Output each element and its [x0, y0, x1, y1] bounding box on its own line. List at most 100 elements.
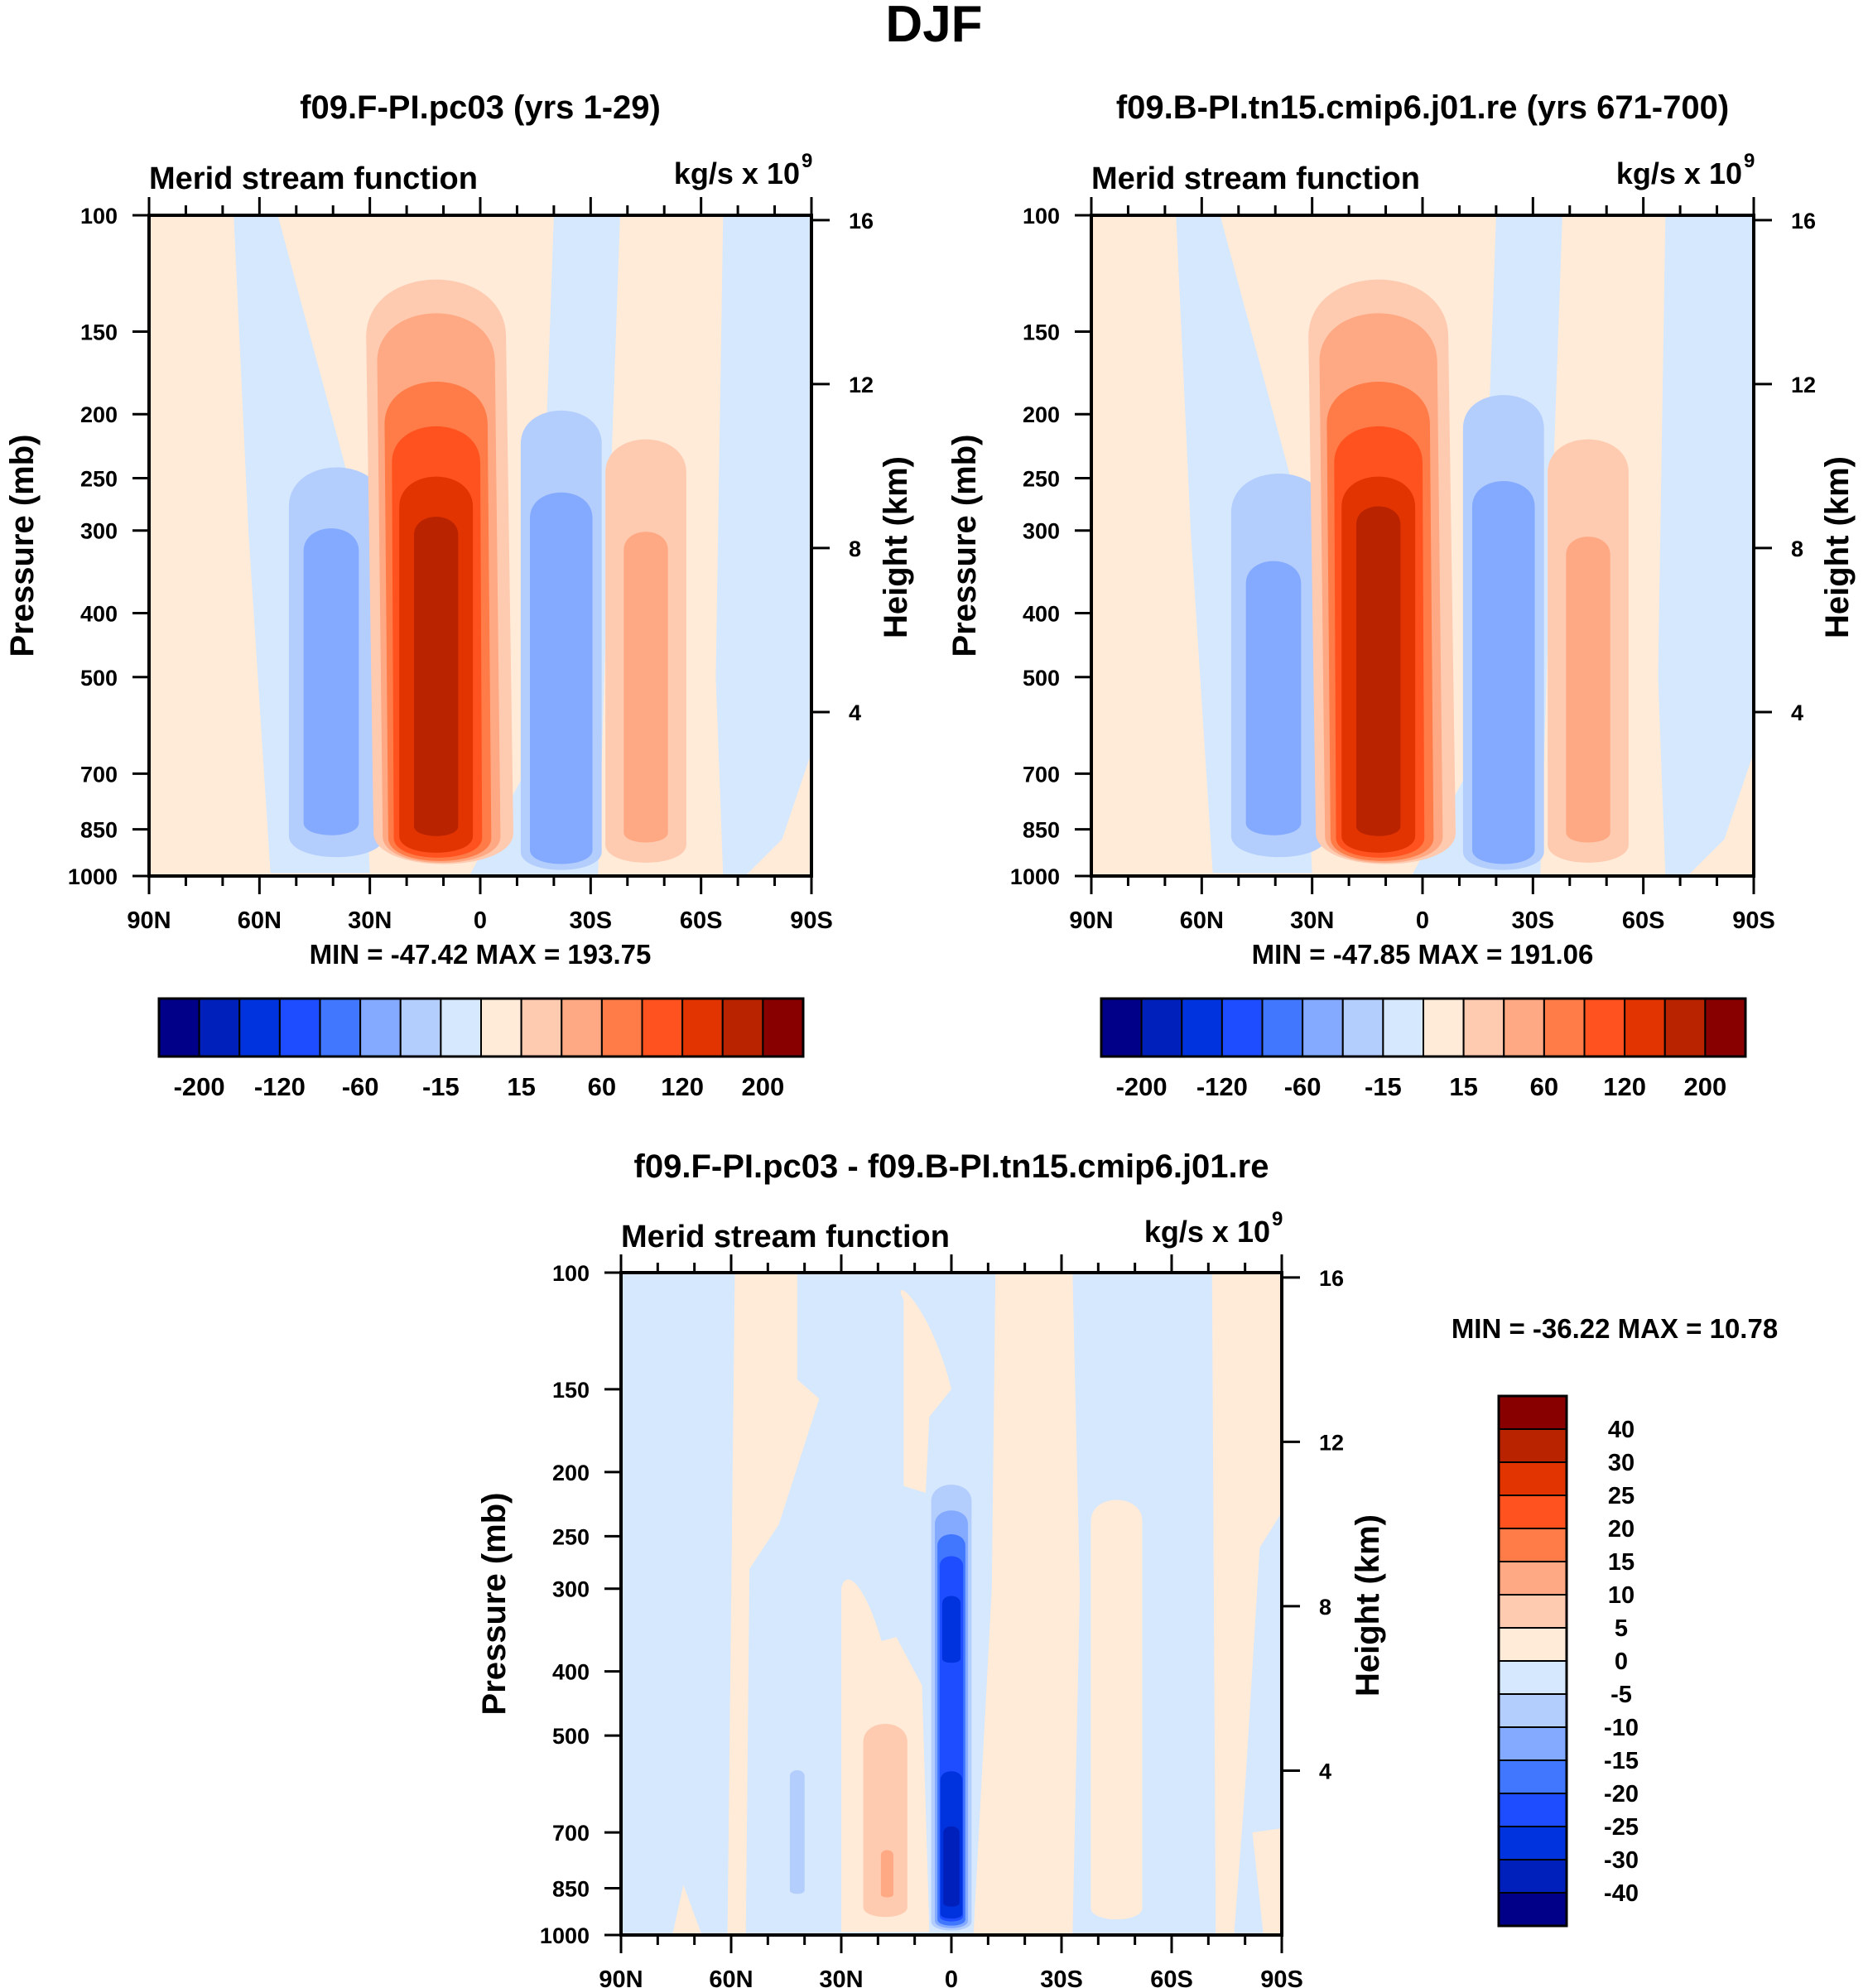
- colorbar-label: -25: [1604, 1814, 1639, 1841]
- colorbar-box: [681, 998, 724, 1057]
- colorbar-box: [762, 998, 804, 1057]
- minmax-text: MIN = -47.85 MAX = 191.06: [1252, 939, 1594, 970]
- level-10-to-15: [880, 1850, 893, 1898]
- colorbar-box: [1498, 1528, 1567, 1562]
- colorbar-label: -60: [342, 1072, 379, 1101]
- x-tick-label: 60S: [1622, 907, 1665, 934]
- y-axis-label: Pressure (mb): [4, 435, 41, 657]
- y-tick-label: 400: [552, 1660, 590, 1685]
- colorbar-label: -30: [1604, 1847, 1639, 1874]
- colorbar-label: -15: [422, 1072, 460, 1101]
- colorbar: -200 -120 -60 -15 15 60 120 200: [157, 997, 805, 1101]
- level-0-to-5-nh: [727, 1273, 820, 1935]
- x-tick-label: 90S: [1732, 907, 1775, 934]
- colorbar-box: [1498, 1759, 1567, 1794]
- y-tick-label: 250: [80, 467, 118, 492]
- colorbar-box: [600, 998, 643, 1057]
- colorbar-label: 5: [1615, 1615, 1628, 1642]
- colorbar-box: [1663, 998, 1707, 1057]
- colorbar-box: [1423, 998, 1465, 1057]
- colorbar-box: [1624, 998, 1666, 1057]
- colorbar-box: [480, 998, 522, 1057]
- x-tick-label: 30S: [570, 907, 613, 934]
- colorbar-box: [1181, 998, 1223, 1057]
- y-tick-label: 300: [552, 1577, 590, 1602]
- x-tick-label: 30S: [1512, 907, 1555, 934]
- colorbar-box: [1341, 998, 1384, 1057]
- contour-field: [1091, 215, 1754, 876]
- colorbar-label: 25: [1608, 1483, 1634, 1509]
- colorbar-label: -15: [1365, 1072, 1402, 1101]
- colorbar-label: 60: [1530, 1072, 1558, 1101]
- colorbar-box: [1100, 998, 1143, 1057]
- colorbar-label: 15: [1449, 1072, 1477, 1101]
- units-exponent: 9: [1272, 1208, 1283, 1230]
- units-label: kg/s x 10: [674, 156, 800, 190]
- y-tick-label: 250: [1023, 467, 1060, 492]
- colorbar-label: 120: [661, 1072, 704, 1101]
- panel-title: f09.F-PI.pc03 (yrs 1-29): [300, 89, 661, 126]
- colorbar-box: [399, 998, 442, 1057]
- level-40-to-60-sh: [1566, 537, 1610, 843]
- x-tick-label: 60N: [238, 907, 282, 934]
- colorbar-box: [1498, 1892, 1567, 1927]
- y-tick-label: 100: [1023, 204, 1060, 229]
- y-right-axis-label: Height (km): [1819, 456, 1856, 638]
- colorbar-label: -15: [1604, 1748, 1639, 1774]
- units-label: kg/s x 10: [1144, 1215, 1270, 1249]
- colorbar-box: [1498, 1561, 1567, 1596]
- colorbar-label: 0: [1615, 1649, 1628, 1675]
- colorbar-label: -5: [1610, 1682, 1632, 1708]
- y-axis-label: Pressure (mb): [476, 1493, 513, 1716]
- colorbar-box: [721, 998, 764, 1057]
- colorbar-box: [1261, 998, 1304, 1057]
- colorbar-box: [1302, 998, 1344, 1057]
- colorbar-box: [1498, 1428, 1567, 1463]
- colorbar-box: [198, 998, 241, 1057]
- x-tick-label: 0: [474, 907, 487, 934]
- y-right-axis-label: Height (km): [878, 456, 914, 638]
- y-tick-label: 250: [552, 1524, 590, 1549]
- colorbar-box: [440, 998, 482, 1057]
- colorbar-label: -20: [1604, 1781, 1639, 1807]
- y-tick-label: 500: [1023, 666, 1060, 691]
- colorbar-label: 15: [507, 1072, 535, 1101]
- y-right-tick-label: 16: [1791, 209, 1816, 233]
- colorbar-box: [1498, 1395, 1567, 1430]
- level-0-to-5-sh-surface: [1252, 1828, 1282, 1935]
- y-right-tick-label: 12: [1791, 373, 1816, 397]
- colorbar-box: [1498, 1693, 1567, 1728]
- y-tick-label: 150: [1023, 320, 1060, 345]
- y-right-axis-label: Height (km): [1350, 1514, 1386, 1697]
- y-tick-label: 500: [552, 1724, 590, 1749]
- y-right-tick-label: 12: [849, 373, 874, 397]
- colorbar-label: -40: [1604, 1880, 1639, 1907]
- colorbar: -200 -120 -60 -15 15 60 120 200: [1100, 997, 1747, 1101]
- y-right-tick-label: 8: [849, 537, 861, 561]
- y-tick-label: 700: [1023, 762, 1060, 787]
- colorbar-box: [359, 998, 402, 1057]
- colorbar-box: [1498, 1826, 1567, 1860]
- colorbar-label: 200: [1684, 1072, 1727, 1101]
- colorbar-label: 60: [588, 1072, 616, 1101]
- x-tick-label: 0: [945, 1966, 958, 1988]
- y-tick-label: 1000: [68, 864, 118, 889]
- y-tick-label: 300: [1023, 519, 1060, 544]
- colorbar-frame: [157, 997, 805, 1058]
- y-tick-label: 850: [1023, 818, 1060, 843]
- colorbar-box: [1704, 998, 1746, 1057]
- y-tick-label: 150: [80, 320, 118, 345]
- colorbar-label: 30: [1608, 1450, 1634, 1476]
- colorbar-box: [1503, 998, 1545, 1057]
- level-5-to-10: [863, 1723, 908, 1918]
- y-tick-label: 100: [80, 204, 118, 229]
- y-tick-label: 300: [80, 519, 118, 544]
- x-tick-label: 30N: [1290, 907, 1334, 934]
- colorbar-box: [158, 998, 200, 1057]
- units-exponent: 9: [802, 150, 812, 172]
- equatorial-level-6: [943, 1826, 960, 1907]
- colorbar-label: -120: [1196, 1072, 1248, 1101]
- colorbar-box: [1498, 1594, 1567, 1629]
- colorbar-label: -200: [174, 1072, 225, 1101]
- hadley-level-5: [1356, 506, 1401, 836]
